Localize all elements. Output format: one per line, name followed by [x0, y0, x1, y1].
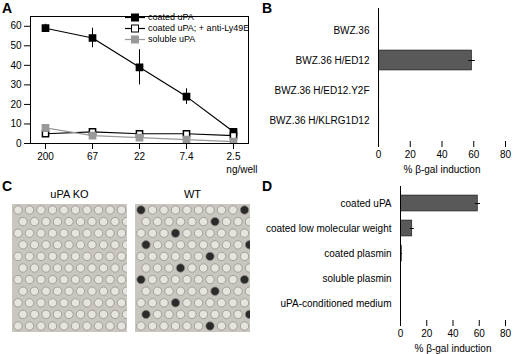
svg-text:coated low molecular weight: coated low molecular weight: [266, 223, 392, 234]
html-text:coated uPA; + anti-Ly49E: coated uPA; + anti-Ly49E: [148, 23, 250, 33]
svg-text:50: 50: [10, 40, 22, 51]
html-text:coated uPA: coated uPA: [148, 12, 194, 22]
svg-text:0: 0: [376, 149, 382, 160]
svg-text:20: 20: [421, 328, 433, 339]
html-text:D: D: [262, 178, 273, 194]
svg-text:2.5: 2.5: [227, 151, 241, 162]
svg-text:80: 80: [500, 149, 512, 160]
svg-text:10: 10: [10, 118, 22, 129]
html-text:B: B: [262, 0, 273, 16]
svg-text:soluble plasmin: soluble plasmin: [323, 273, 392, 284]
svg-text:20: 20: [10, 99, 22, 110]
html-text:soluble uPA: soluble uPA: [148, 34, 196, 44]
html-text:A: A: [2, 0, 13, 16]
html-text:C: C: [2, 178, 13, 194]
svg-text:ng/well: ng/well: [226, 164, 257, 175]
svg-text:40: 40: [436, 149, 448, 160]
svg-text:80: 80: [500, 328, 512, 339]
svg-text:67: 67: [87, 151, 99, 162]
svg-text:uPA-conditioned medium: uPA-conditioned medium: [281, 298, 392, 309]
svg-text:7.4: 7.4: [180, 151, 194, 162]
svg-text:coated plasmin: coated plasmin: [324, 248, 391, 259]
svg-text:20: 20: [405, 149, 417, 160]
svg-text:BWZ.36 H/ED12.Y2F: BWZ.36 H/ED12.Y2F: [274, 85, 369, 96]
html-text:uPA KO: uPA KO: [50, 188, 89, 200]
svg-text:BWZ.36 H/ED12: BWZ.36 H/ED12: [296, 55, 370, 66]
svg-text:60: 60: [468, 149, 480, 160]
svg-text:% β-gal induction: % β-gal induction: [415, 343, 492, 354]
svg-text:22: 22: [134, 151, 146, 162]
svg-text:60: 60: [10, 20, 22, 31]
svg-text:% β-gal induction: % β-gal induction: [404, 164, 481, 175]
svg-text:40: 40: [447, 328, 459, 339]
svg-text:40: 40: [10, 60, 22, 71]
svg-text:0: 0: [398, 328, 404, 339]
svg-text:200: 200: [37, 151, 54, 162]
html-text:WT: WT: [183, 188, 201, 200]
svg-text:BWZ.36 H/KLRG1D12: BWZ.36 H/KLRG1D12: [269, 115, 369, 126]
svg-text:BWZ.36: BWZ.36: [333, 25, 370, 36]
svg-text:coated uPA: coated uPA: [341, 198, 392, 209]
svg-text:30: 30: [10, 79, 22, 90]
svg-text:0: 0: [16, 138, 22, 149]
svg-text:60: 60: [474, 328, 486, 339]
